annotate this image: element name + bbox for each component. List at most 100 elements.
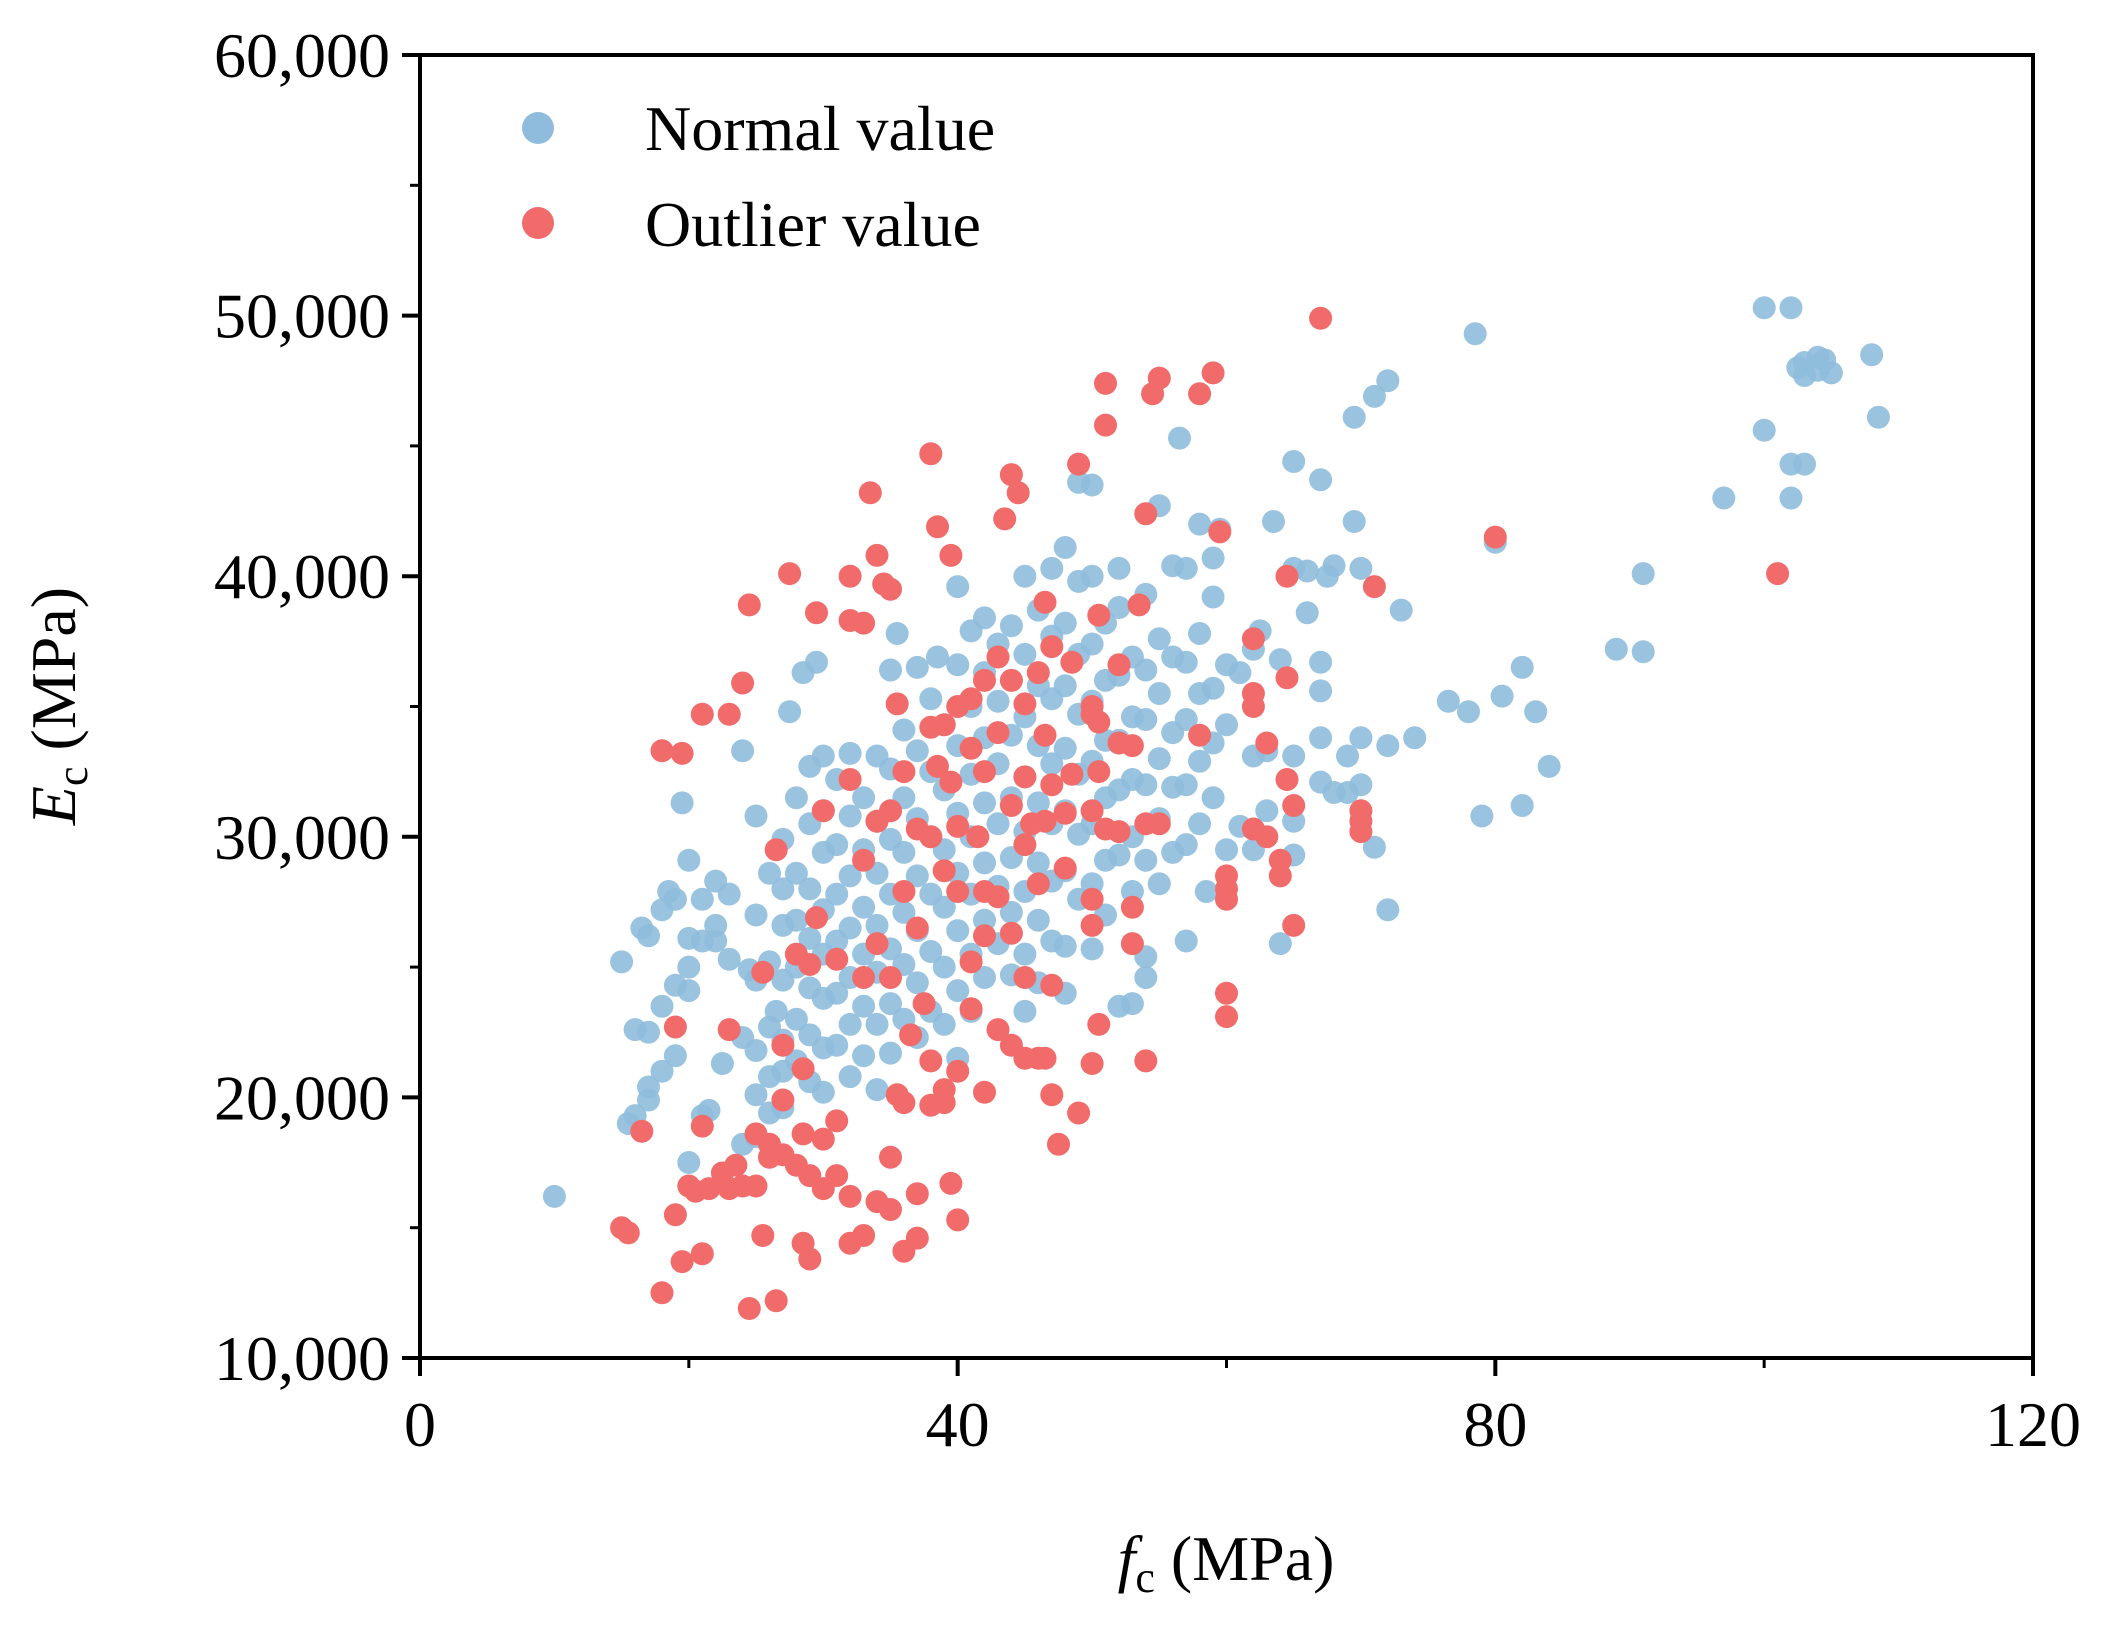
outlier-value-point (959, 736, 983, 760)
outlier-value-point (737, 593, 761, 617)
outlier-value-point (999, 668, 1023, 692)
outlier-value-point (717, 702, 741, 726)
normal-value-point (838, 1012, 862, 1036)
outlier-value-point (1255, 825, 1279, 849)
normal-value-point (1866, 405, 1890, 429)
outlier-value-point (1208, 520, 1232, 544)
normal-value-point (677, 1151, 701, 1174)
outlier-value-point (690, 1114, 714, 1138)
normal-value-point (973, 606, 996, 630)
normal-value-point (1282, 744, 1306, 768)
normal-value-point (710, 1052, 734, 1075)
y-tick-label: 50,000 (214, 281, 390, 352)
outlier-value-point (852, 966, 876, 989)
outlier-value-point (879, 799, 902, 823)
normal-value-point (677, 848, 701, 872)
normal-value-point (865, 1012, 889, 1036)
normal-value-point (1262, 510, 1285, 533)
outlier-value-point (764, 838, 788, 862)
outlier-value-point (1060, 650, 1084, 674)
normal-value-point (1147, 872, 1171, 896)
normal-value-point (1026, 791, 1050, 815)
outlier-value-point (791, 1122, 815, 1146)
normal-value-point (1134, 708, 1158, 731)
normal-value-point (905, 971, 929, 995)
normal-value-point (986, 689, 1010, 713)
normal-value-point (973, 791, 996, 815)
outlier-value-point (885, 692, 909, 716)
outlier-value-point (879, 1145, 902, 1169)
normal-value-point (805, 650, 828, 674)
normal-value-point (1510, 655, 1534, 679)
outlier-value-point (1026, 872, 1050, 896)
outlier-value-point (973, 668, 996, 692)
normal-value-point (1201, 546, 1225, 570)
outlier-value-point (717, 1018, 741, 1042)
normal-value-point (879, 658, 902, 682)
outlier-value-point (892, 1091, 916, 1115)
normal-value-point (1053, 611, 1077, 635)
outlier-value-series (610, 306, 1790, 1320)
outlier-value-point (1147, 812, 1171, 836)
normal-value-point (1188, 622, 1212, 645)
outlier-value-point (1120, 932, 1144, 956)
outlier-value-point (697, 1177, 721, 1201)
outlier-value-point (838, 1184, 862, 1208)
normal-value-point (1342, 510, 1366, 533)
outlier-value-point (1120, 734, 1144, 758)
outlier-value-point (1033, 809, 1057, 833)
outlier-value-point (926, 754, 949, 778)
normal-value-point (825, 981, 849, 1005)
normal-value-point (1040, 752, 1064, 776)
normal-value-point (1201, 676, 1225, 700)
normal-value-point (1309, 679, 1333, 703)
outlier-value-point (1766, 562, 1790, 586)
outlier-value-point (1120, 895, 1144, 919)
outlier-value-point (751, 960, 775, 984)
outlier-value-point (939, 770, 963, 794)
outlier-value-point (1087, 603, 1111, 627)
outlier-value-point (879, 1198, 902, 1221)
normal-value-point (1080, 473, 1104, 497)
normal-value-point (1376, 898, 1400, 922)
outlier-value-point (865, 932, 889, 956)
outlier-value-point (1080, 1052, 1104, 1075)
normal-value-point (1470, 804, 1494, 828)
normal-value-point (1524, 700, 1548, 724)
normal-value-point (932, 955, 956, 979)
outlier-value-point (865, 543, 889, 567)
normal-value-point (717, 947, 741, 971)
normal-value-point (1819, 361, 1843, 385)
outlier-value-point (1053, 856, 1077, 880)
outlier-value-point (1215, 1005, 1238, 1029)
normal-value-point (892, 900, 916, 924)
outlier-value-point (852, 611, 876, 635)
outlier-value-point (919, 1049, 943, 1073)
x-tick-label: 40 (926, 1389, 990, 1460)
legend: Normal value Outlier value (522, 93, 995, 260)
outlier-value-point (892, 880, 916, 903)
normal-value-point (1436, 689, 1460, 713)
normal-value-point (1376, 369, 1400, 393)
normal-value-point (1188, 512, 1212, 536)
normal-value-point (838, 741, 862, 765)
normal-value-point (1134, 966, 1158, 989)
outlier-value-point (1134, 502, 1158, 526)
axes: 0 40 80 120 10,000 20,000 30,000 40,000 50,000 60… (214, 20, 2081, 1460)
normal-value-point (1174, 929, 1198, 953)
outlier-value-point (798, 1247, 822, 1271)
outlier-value-point (852, 848, 876, 872)
normal-value-point (1631, 640, 1655, 664)
normal-value-point (1268, 932, 1292, 956)
normal-value-point (1604, 637, 1628, 661)
normal-value-point (973, 851, 996, 875)
normal-value-point (838, 1065, 862, 1089)
normal-value-point (1013, 942, 1037, 966)
outlier-value-point (791, 1057, 815, 1081)
outlier-value-point (1215, 981, 1238, 1005)
outlier-value-point (1053, 801, 1077, 825)
normal-value-point (1107, 596, 1131, 619)
outlier-value-point (771, 1088, 795, 1112)
normal-value-point (852, 786, 876, 810)
normal-value-point (1537, 754, 1561, 778)
